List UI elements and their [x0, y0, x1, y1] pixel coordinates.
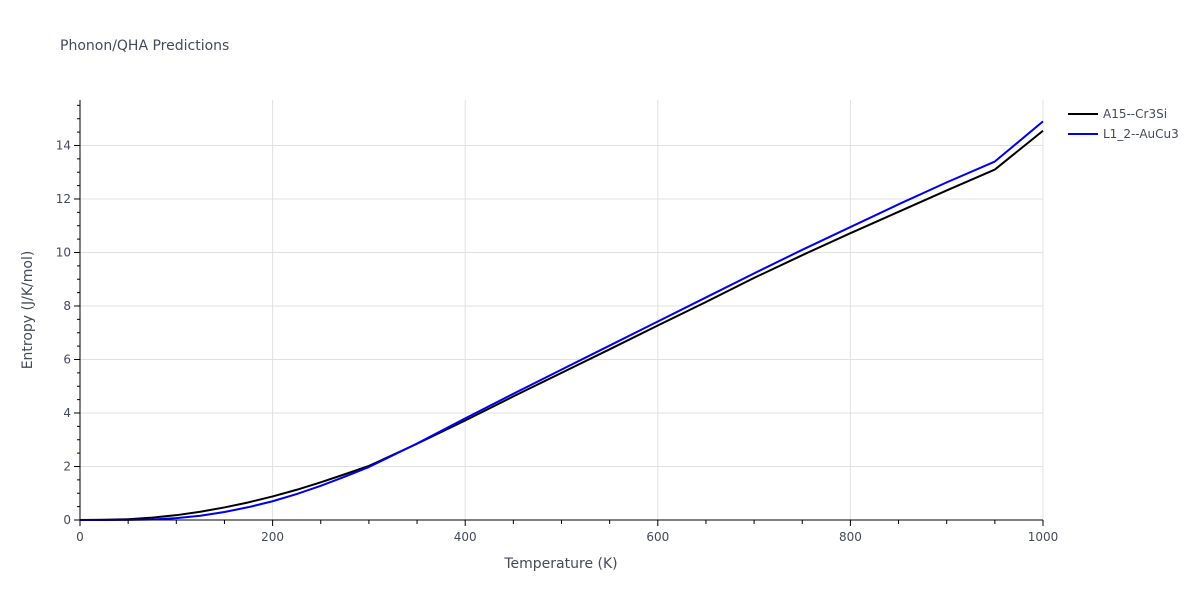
x-tick-label: 1000 — [1028, 530, 1059, 544]
y-tick-label: 4 — [63, 406, 71, 420]
x-tick-label: 200 — [261, 530, 284, 544]
legend[interactable]: A15--Cr3Si L1_2--AuCu3 — [1068, 107, 1179, 141]
y-tick-label: 8 — [63, 299, 71, 313]
x-ticks: 0 200 400 600 800 1000 — [76, 530, 1058, 544]
y-tick-label: 14 — [56, 138, 71, 152]
chart-title: Phonon/QHA Predictions — [60, 38, 229, 54]
axes — [74, 100, 1044, 526]
grid — [80, 100, 1044, 520]
x-tick-label: 600 — [646, 530, 669, 544]
series-line-0 — [79, 129, 1044, 521]
x-tick-label: 400 — [454, 530, 477, 544]
series-line-1 — [80, 120, 1044, 521]
y-axis-title: Entropy (J/K/mol) — [20, 251, 36, 370]
x-tick-label: 800 — [839, 530, 862, 544]
y-ticks: 0 2 4 6 8 10 12 14 — [56, 138, 71, 527]
x-axis-title: Temperature (K) — [503, 556, 617, 572]
y-tick-label: 2 — [63, 459, 71, 473]
legend-label-1: L1_2--AuCu3 — [1103, 127, 1179, 141]
y-tick-label: 6 — [63, 352, 71, 366]
y-tick-label: 0 — [63, 513, 71, 527]
x-tick-label: 0 — [76, 530, 84, 544]
legend-label-0: A15--Cr3Si — [1103, 107, 1167, 121]
y-tick-label: 12 — [56, 192, 71, 206]
y-tick-label: 10 — [56, 245, 71, 259]
series-lines — [79, 120, 1044, 521]
